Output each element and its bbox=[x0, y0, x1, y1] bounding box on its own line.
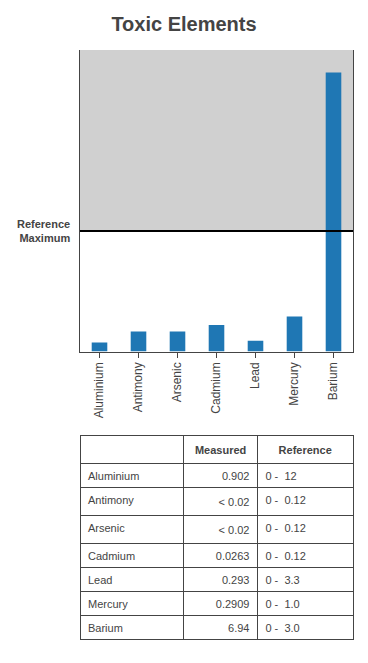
svg-text:Antimony: Antimony bbox=[131, 362, 145, 412]
svg-text:Lead: Lead bbox=[248, 362, 262, 389]
svg-text:0.293: 0.293 bbox=[222, 574, 250, 586]
svg-text:Aluminium: Aluminium bbox=[92, 362, 106, 418]
svg-text:< 0.02: < 0.02 bbox=[219, 524, 250, 536]
svg-text:6.94: 6.94 bbox=[228, 622, 249, 634]
svg-text:Cadmium: Cadmium bbox=[88, 550, 135, 562]
svg-text:0 - 3.0: 0 - 3.0 bbox=[265, 622, 299, 634]
svg-text:Antimony: Antimony bbox=[88, 494, 134, 506]
svg-text:0.0263: 0.0263 bbox=[216, 550, 250, 562]
svg-text:0 - 0.12: 0 - 0.12 bbox=[265, 550, 305, 562]
svg-text:Barium: Barium bbox=[326, 362, 340, 400]
svg-text:Cadmium: Cadmium bbox=[209, 362, 223, 413]
svg-text:0.902: 0.902 bbox=[222, 470, 250, 482]
svg-text:Mercury: Mercury bbox=[88, 598, 128, 610]
svg-text:0.2909: 0.2909 bbox=[216, 598, 250, 610]
svg-text:Lead: Lead bbox=[88, 574, 112, 586]
svg-text:0 - 12: 0 - 12 bbox=[265, 470, 296, 482]
svg-text:Arsenic: Arsenic bbox=[88, 522, 125, 534]
svg-text:0 - 3.3: 0 - 3.3 bbox=[265, 574, 299, 586]
svg-text:0 - 0.12: 0 - 0.12 bbox=[265, 494, 305, 506]
svg-text:Aluminium: Aluminium bbox=[88, 470, 139, 482]
svg-text:0 - 0.12: 0 - 0.12 bbox=[265, 522, 305, 534]
svg-text:Arsenic: Arsenic bbox=[170, 362, 184, 402]
svg-text:ReferenceMaximum: ReferenceMaximum bbox=[17, 218, 70, 244]
svg-text:Toxic Elements: Toxic Elements bbox=[111, 13, 256, 35]
svg-text:Measured: Measured bbox=[195, 444, 246, 456]
svg-text:Mercury: Mercury bbox=[287, 362, 301, 405]
svg-text:Reference: Reference bbox=[279, 444, 332, 456]
svg-text:Barium: Barium bbox=[88, 622, 123, 634]
svg-text:0 - 1.0: 0 - 1.0 bbox=[265, 598, 299, 610]
svg-text:< 0.02: < 0.02 bbox=[219, 496, 250, 508]
